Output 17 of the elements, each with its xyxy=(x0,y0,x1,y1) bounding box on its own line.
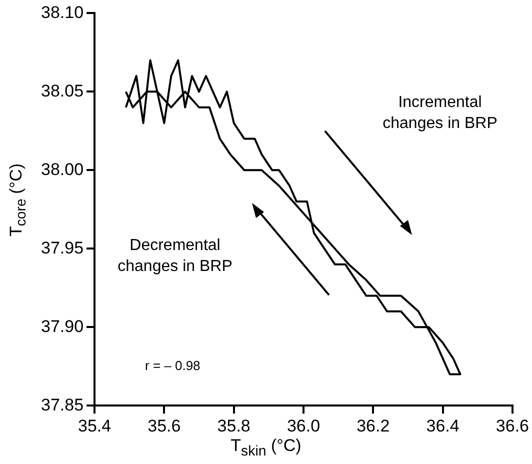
annotation: r = – 0.98 xyxy=(145,357,202,375)
y-tick-label: 38.10 xyxy=(40,2,84,22)
y-tick-label: 37.90 xyxy=(40,316,84,336)
x-tick-label: 35.6 xyxy=(148,416,181,436)
x-tick-label: 35.8 xyxy=(217,416,250,436)
y-tick-label: 37.85 xyxy=(40,395,84,414)
x-tick-label: 35.4 xyxy=(78,416,112,436)
annotation: Incremental changes in BRP xyxy=(382,93,498,134)
x-axis-title: T$_{skin}$ (°C) xyxy=(230,436,302,460)
y-tick-label: 38.05 xyxy=(40,81,84,100)
x-tick-label: 36.0 xyxy=(286,416,320,436)
x-tick-label: 36.4 xyxy=(426,416,460,436)
x-tick-label: 36.6 xyxy=(496,416,530,436)
x-tick-label: 36.2 xyxy=(356,416,390,436)
annotation: Decremental changes in BRP xyxy=(116,236,234,277)
y-tick-label: 37.95 xyxy=(40,238,84,258)
y-tick-label: 38.00 xyxy=(40,160,84,179)
